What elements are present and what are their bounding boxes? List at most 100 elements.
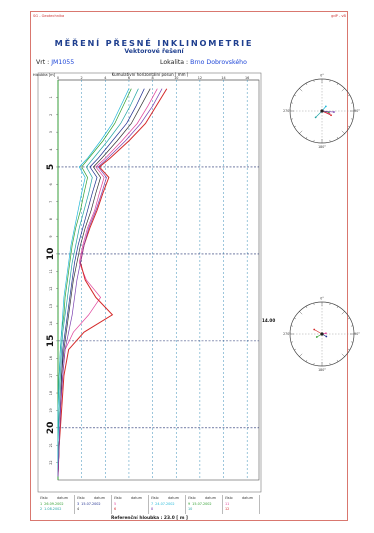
polar-direction-label: 180° (318, 368, 326, 372)
y-tick-label: 19 (49, 408, 53, 412)
y-tick-label: 12 (49, 287, 53, 291)
legend-header-number: číslo (151, 496, 159, 500)
polar-tick (313, 303, 315, 306)
polar-tick (347, 348, 350, 351)
y-tick-label-major: 5 (46, 164, 56, 170)
series-line-6 (57, 88, 168, 477)
polar-vector-end (313, 328, 316, 331)
borehole-info: Vrt : JM1055 (36, 59, 74, 66)
polar-vector-end (333, 111, 335, 113)
y-tick-label: 21 (49, 443, 53, 447)
x-tick-label: 16 (245, 76, 249, 80)
polar-tick (291, 118, 294, 120)
polar-tick (347, 94, 350, 97)
polar-direction-label: 180° (318, 145, 326, 149)
legend-header: číslo datum (223, 496, 260, 500)
y-tick-label: 2 (49, 114, 53, 116)
polar-tick (350, 325, 353, 327)
y-tick-label: 13 (49, 304, 53, 308)
legend-entry: 12 (223, 507, 260, 511)
borehole-value: JM1055 (51, 59, 75, 66)
legend-entry-number: 5 (114, 502, 117, 506)
legend-entry-number: 10 (188, 507, 193, 511)
legend-column: číslo datum 9 15.07.2002 10 (186, 495, 223, 514)
legend-header-number: číslo (40, 496, 48, 500)
y-tick-label: 8 (49, 218, 53, 220)
x-axis-label: Kumulativní horizontální posun [ mm ] (112, 72, 189, 77)
polar-direction-label: 270° (283, 332, 291, 336)
legend-entry-date: 15.07.2002 (192, 502, 212, 506)
polar-vector-end (314, 116, 317, 119)
y-tick-label: 6 (49, 183, 53, 185)
legend-column: číslo datum 5 6 (112, 495, 149, 514)
legend-header-date: datum (242, 496, 254, 500)
y-axis-label: Hloubka [m] (33, 73, 56, 77)
polar-tick (291, 102, 294, 104)
polar-tick (294, 94, 297, 97)
polar-vector (321, 110, 332, 116)
polar-vector (321, 110, 334, 113)
y-tick-label: 16 (49, 356, 53, 360)
legend-header-number: číslo (188, 496, 196, 500)
legend-entry-number: 9 (188, 502, 191, 506)
legend-entry: 8 (149, 507, 186, 511)
locality-label: Lokalita : (160, 59, 189, 66)
x-tick-label: 12 (198, 76, 202, 80)
legend-column: číslo datum 1 26.09.2002 2 1.08.2002 (38, 495, 75, 514)
legend-header-date: datum (131, 496, 143, 500)
y-tick-label: 18 (49, 391, 53, 395)
legend-entry: 3 15.07.2002 (75, 502, 112, 506)
polar-tick (347, 317, 350, 320)
polar-tick (299, 130, 303, 134)
polar-depth-label: 14.00 (262, 318, 276, 323)
legend-entry-date: 15.07.2002 (81, 502, 101, 506)
borehole-label: Vrt : (36, 59, 50, 66)
polar-tick (350, 118, 353, 120)
polar-direction-label: 270° (283, 109, 291, 113)
polar-tick (291, 325, 294, 327)
polar-tick (336, 136, 339, 139)
polar-tick (294, 125, 297, 128)
polar-tick (341, 130, 345, 134)
legend-header: číslo datum (38, 496, 75, 500)
legend-entry-number: 7 (151, 502, 154, 506)
legend-entry: 7 24.07.2002 (149, 502, 186, 506)
polar-direction-label: 90° (354, 332, 360, 336)
y-tick-label: 22 (49, 460, 53, 464)
polar-plot-top: 0° 90° 180° 270° (283, 74, 360, 150)
y-tick-label-major: 20 (46, 422, 56, 435)
polar-tick (329, 362, 331, 365)
polar-tick (291, 341, 294, 343)
y-tick-label: 9 (49, 235, 53, 237)
x-tick-label: 10 (174, 76, 178, 80)
legend-table: číslo datum 1 26.09.2002 2 1.08.2002 číslo datu… (38, 495, 261, 514)
polar-vector-end (325, 332, 327, 335)
polar-plot-bottom: 0° 90° 180° 270° (283, 297, 360, 373)
legend-header-date: datum (205, 496, 217, 500)
x-tick-label: 6 (128, 76, 130, 80)
y-tick-label: 7 (49, 201, 53, 203)
legend-entry: 9 15.07.2002 (186, 502, 223, 506)
legend-entry: 6 (112, 507, 149, 511)
legend-header-number: číslo (77, 496, 85, 500)
polar-tick (305, 359, 308, 362)
series-line-3 (57, 88, 145, 477)
y-tick-label: 3 (49, 131, 53, 133)
legend-header-date: datum (168, 496, 180, 500)
legend-header-number: číslo (225, 496, 233, 500)
x-tick-label: 2 (81, 76, 83, 80)
header-code: gdP - vB (331, 14, 346, 18)
polar-tick (313, 139, 315, 142)
series-line-7 (57, 88, 130, 477)
legend-entry: 1 26.09.2002 (38, 502, 75, 506)
polar-tick (299, 88, 303, 92)
y-tick-label: 1 (49, 96, 53, 98)
y-tick-label: 4 (49, 148, 53, 150)
locality-info: Lokalita : Brno Dobrovského (160, 59, 247, 66)
legend-entry-number: 2 (40, 507, 43, 511)
legend-header-number: číslo (114, 496, 122, 500)
legend-header: číslo datum (186, 496, 223, 500)
polar-vector-end (324, 105, 327, 108)
